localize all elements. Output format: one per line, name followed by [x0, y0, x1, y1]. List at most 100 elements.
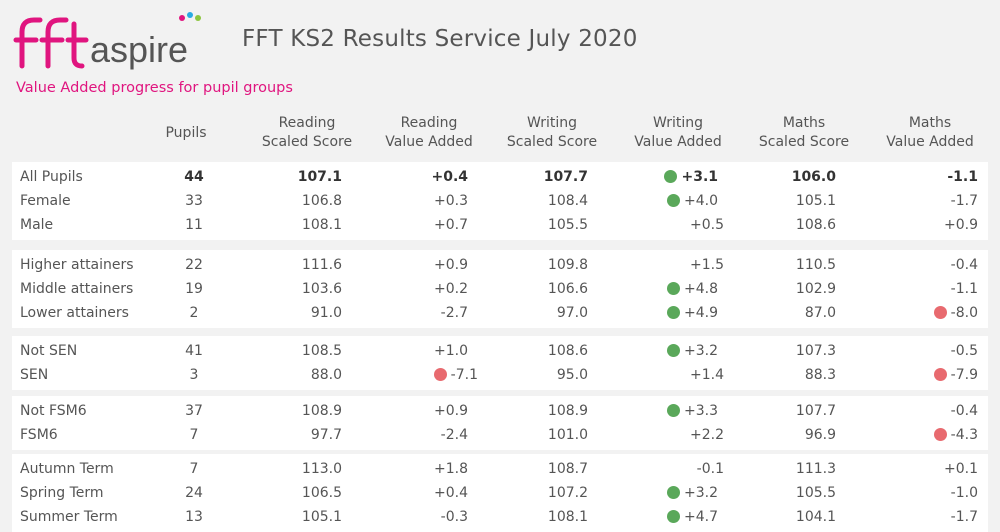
cell-wss: 105.5 [516, 216, 588, 234]
cell-value: 88.0 [310, 367, 342, 383]
pupil-group: All Pupils 44 107.1 +0.4 107.7 +3.1 106.0 -1.1 F… [12, 162, 988, 240]
cell-value: +1.0 [434, 343, 468, 359]
cell-mva: -7.9 [888, 366, 978, 384]
cell-mss: 107.3 [762, 342, 836, 360]
column-header-3: Writing Scaled Score [487, 114, 617, 152]
table-row: Higher attainers 22 111.6 +0.9 109.8 +1.5 110.… [12, 253, 988, 277]
cell-mss: 108.6 [762, 216, 836, 234]
cell-pupils: 22 [172, 256, 216, 274]
cell-rss: 107.1 [272, 168, 342, 186]
table-row: SEN 3 88.0 -7.1 95.0 +1.4 88.3 -7.9 [12, 363, 988, 387]
red-indicator-icon [433, 368, 447, 381]
table-row: Middle attainers 19 103.6 +0.2 106.6 +4.8 102.… [12, 277, 988, 301]
cell-value: +4.8 [684, 281, 718, 297]
cell-wva: +0.5 [652, 216, 724, 234]
cell-mss: 87.0 [762, 304, 836, 322]
green-indicator-icon [667, 282, 680, 295]
cell-pupils: 7 [172, 460, 216, 478]
cell-value: +0.5 [690, 217, 724, 233]
cell-value: 105.1 [795, 193, 836, 209]
cell-rva: +0.9 [412, 402, 468, 420]
column-header-line1: Reading [278, 115, 336, 131]
cell-value: 44 [184, 169, 204, 185]
cell-value: +0.3 [434, 193, 468, 209]
green-indicator-icon [667, 510, 680, 523]
cell-value: 91.0 [310, 305, 342, 321]
cell-mss: 104.1 [762, 508, 836, 526]
cell-value: 97.7 [310, 427, 342, 443]
cell-value: 108.9 [547, 403, 588, 419]
row-label: Summer Term [20, 509, 118, 525]
cell-value: 107.2 [547, 485, 588, 501]
cell-wss: 108.4 [516, 192, 588, 210]
cell-rss: 97.7 [272, 426, 342, 444]
cell-pupils: 11 [172, 216, 216, 234]
cell-value: 108.1 [547, 509, 588, 525]
green-indicator-icon [667, 404, 680, 417]
cell-wva: -0.1 [652, 460, 724, 478]
row-label: Female [20, 193, 71, 209]
cell-value: +0.1 [944, 461, 978, 477]
table-row: All Pupils 44 107.1 +0.4 107.7 +3.1 106.0 -1.1 [12, 165, 988, 189]
column-header-line2: Value Added [385, 134, 473, 150]
cell-value: +0.2 [434, 281, 468, 297]
cell-wva: +3.2 [628, 484, 718, 502]
cell-value: 107.7 [795, 403, 836, 419]
column-header-line2: Scaled Score [261, 134, 353, 150]
cell-mva: -8.0 [888, 304, 978, 322]
table-row: Lower attainers 2 91.0 -2.7 97.0 +4.9 87.0 -8.0 [12, 301, 988, 325]
cell-wva: +4.0 [628, 192, 718, 210]
cell-wva: +4.9 [628, 304, 718, 322]
cell-value: -7.9 [950, 367, 978, 383]
cell-value: 22 [185, 257, 203, 273]
cell-rva: +0.7 [412, 216, 468, 234]
cell-value: 3 [189, 367, 199, 383]
green-indicator-icon [667, 306, 680, 319]
cell-mss: 111.3 [762, 460, 836, 478]
cell-rss: 88.0 [272, 366, 342, 384]
cell-rva: -7.1 [388, 366, 478, 384]
row-label: FSM6 [20, 427, 58, 443]
cell-rva: -0.3 [412, 508, 468, 526]
cell-value: 108.1 [301, 217, 342, 233]
cell-rss: 106.5 [272, 484, 342, 502]
cell-value: +0.9 [434, 403, 468, 419]
cell-pupils: 37 [172, 402, 216, 420]
cell-value: +1.5 [690, 257, 724, 273]
cell-value: 107.1 [297, 169, 342, 185]
cell-value: 103.6 [301, 281, 342, 297]
cell-mss: 88.3 [762, 366, 836, 384]
cell-rss: 91.0 [272, 304, 342, 322]
table-row: Not SEN 41 108.5 +1.0 108.6 +3.2 107.3 -0.5 [12, 339, 988, 363]
row-label: Spring Term [20, 485, 104, 501]
cell-value: 108.6 [795, 217, 836, 233]
cell-value: -8.0 [950, 305, 978, 321]
cell-value: -1.1 [950, 281, 978, 297]
table-row: Summer Term 13 105.1 -0.3 108.1 +4.7 104.1 -1.7 [12, 505, 988, 529]
cell-wss: 95.0 [516, 366, 588, 384]
red-indicator-icon [933, 368, 947, 381]
row-label: Higher attainers [20, 257, 134, 273]
table-row: Not FSM6 37 108.9 +0.9 108.9 +3.3 107.7 -0.4 [12, 399, 988, 423]
cell-value: 13 [185, 509, 203, 525]
table-row: Male 11 108.1 +0.7 105.5 +0.5 108.6 +0.9 [12, 213, 988, 237]
cell-value: -0.4 [950, 257, 978, 273]
cell-value: +2.2 [690, 427, 724, 443]
column-header-5: Maths Scaled Score [739, 114, 869, 152]
cell-value: -2.4 [440, 427, 468, 443]
cell-value: 108.4 [547, 193, 588, 209]
column-header-line1: Maths [908, 115, 952, 131]
cell-value: 105.5 [547, 217, 588, 233]
cell-value: 95.0 [556, 367, 588, 383]
table-row: Spring Term 24 106.5 +0.4 107.2 +3.2 105.5 -1.0 [12, 481, 988, 505]
green-indicator-icon [667, 486, 680, 499]
cell-value: 33 [185, 193, 203, 209]
pupil-group: Not SEN 41 108.5 +1.0 108.6 +3.2 107.3 -0.5 SEN 3… [12, 336, 988, 390]
row-label: Autumn Term [20, 461, 114, 477]
cell-rva: +1.0 [412, 342, 468, 360]
cell-pupils: 19 [172, 280, 216, 298]
cell-value: 104.1 [795, 509, 836, 525]
cell-pupils: 33 [172, 192, 216, 210]
cell-rva: -2.4 [412, 426, 468, 444]
cell-value: +4.0 [684, 193, 718, 209]
